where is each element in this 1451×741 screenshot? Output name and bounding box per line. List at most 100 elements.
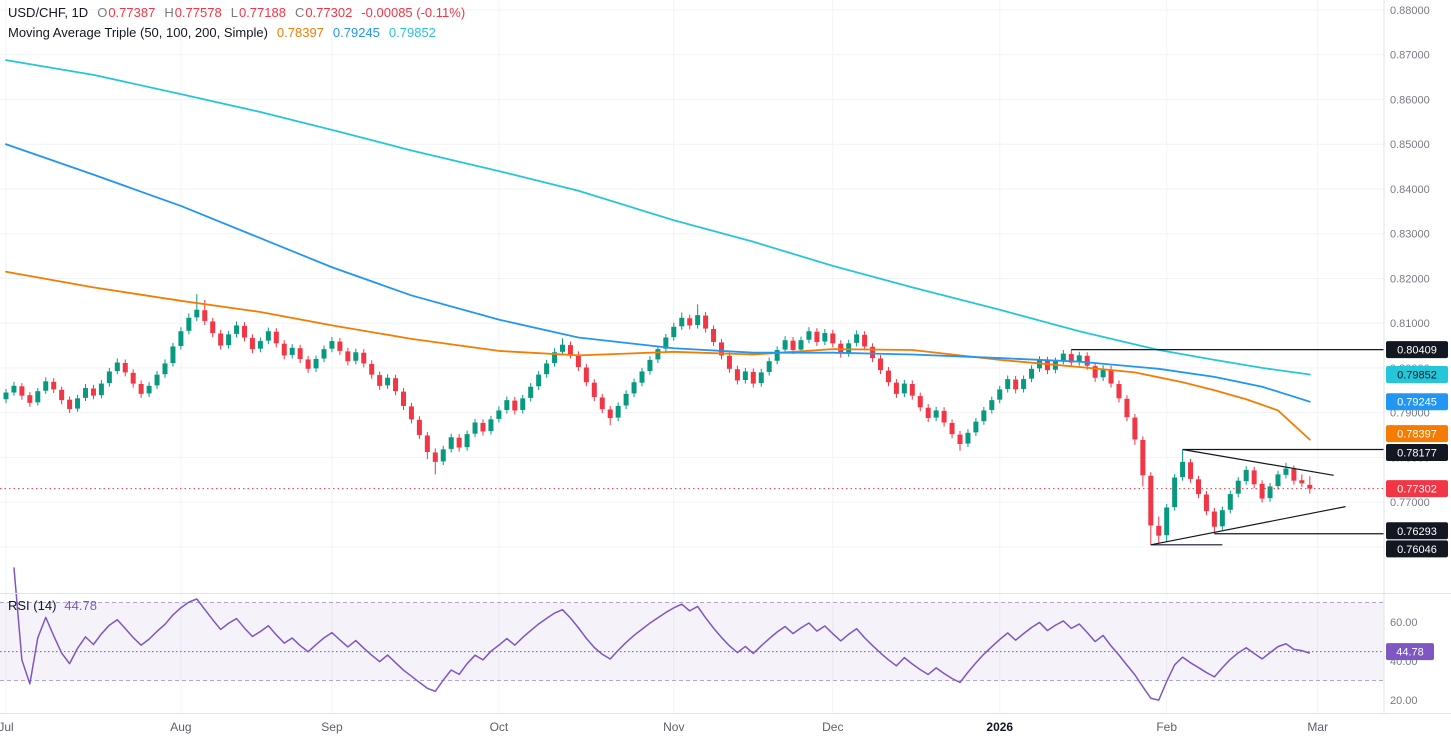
candle-body bbox=[607, 409, 613, 419]
candle-body bbox=[1203, 494, 1209, 512]
candle-body bbox=[242, 325, 247, 338]
candle-body bbox=[567, 345, 573, 355]
ma-indicator-title[interactable]: Moving Average Triple (50, 100, 200, Sim… bbox=[8, 25, 268, 40]
candle-body bbox=[822, 333, 828, 342]
ma200-line bbox=[5, 59, 1311, 376]
candle-body bbox=[408, 406, 414, 420]
price-badge-text: 0.78397 bbox=[1397, 429, 1437, 441]
price-badge-text: 0.79245 bbox=[1397, 397, 1437, 409]
rsi-value: 44.78 bbox=[64, 598, 97, 613]
candle-body bbox=[949, 422, 955, 435]
candle-body bbox=[1172, 477, 1178, 508]
candle-body bbox=[957, 434, 963, 444]
candle-body bbox=[1108, 369, 1114, 384]
price-badge-text: 0.77302 bbox=[1397, 484, 1437, 496]
candle-body bbox=[885, 370, 891, 383]
ohlc-high: H 0.77578 bbox=[164, 5, 222, 20]
candle-body bbox=[711, 328, 717, 342]
price-badge bbox=[1386, 341, 1448, 359]
candle-body bbox=[345, 351, 351, 362]
price-badge-text: 0.80409 bbox=[1397, 345, 1437, 357]
candle-body bbox=[1092, 366, 1098, 378]
candle-body bbox=[313, 358, 319, 369]
candle-body bbox=[1116, 384, 1122, 399]
price-tick-label: 0.81000 bbox=[1390, 318, 1430, 330]
symbol-legend-row: USD/CHF, 1D O 0.77387 H 0.77578 L 0.77188 C… bbox=[8, 5, 465, 20]
candle-body bbox=[130, 372, 136, 384]
candle-body bbox=[893, 382, 899, 394]
candle-body bbox=[83, 388, 88, 398]
candle-body bbox=[51, 381, 57, 390]
candle-body bbox=[1021, 379, 1027, 389]
candle-body bbox=[1148, 475, 1154, 526]
candle-body bbox=[162, 363, 168, 375]
price-tick-label: 0.88000 bbox=[1390, 5, 1430, 17]
candle-body bbox=[472, 422, 478, 434]
candle-body bbox=[1013, 379, 1019, 390]
rsi-badge bbox=[1386, 643, 1434, 661]
candle-body bbox=[19, 386, 25, 396]
price-badge bbox=[1386, 393, 1448, 411]
time-tick-label: Jul bbox=[0, 720, 14, 734]
candle-body bbox=[997, 389, 1003, 400]
candle-body bbox=[941, 410, 947, 423]
time-tick-label: 2026 bbox=[986, 720, 1013, 734]
ma50-value: 0.78397 bbox=[276, 25, 324, 40]
candle-body bbox=[520, 398, 526, 410]
candle-body bbox=[1180, 461, 1186, 478]
candle-body bbox=[1299, 480, 1305, 484]
price-badge bbox=[1386, 443, 1448, 461]
candle-body bbox=[488, 419, 494, 432]
time-tick-label: Oct bbox=[490, 720, 509, 734]
candle-body bbox=[1100, 368, 1106, 378]
candle-body bbox=[480, 422, 486, 432]
price-badge-text: 0.76046 bbox=[1397, 544, 1437, 556]
candle-body bbox=[846, 343, 852, 354]
candle-body bbox=[202, 310, 208, 321]
rsi-indicator-title[interactable]: RSI (14) bbox=[8, 598, 57, 613]
price-badge bbox=[1386, 522, 1448, 540]
candle-body bbox=[830, 333, 836, 344]
candle-body bbox=[369, 363, 375, 375]
time-tick-label: Aug bbox=[170, 720, 191, 734]
candle-body bbox=[814, 331, 820, 342]
candle-body bbox=[1076, 355, 1082, 363]
ma100-line bbox=[5, 143, 1311, 403]
candle-body bbox=[59, 389, 65, 401]
candle-body bbox=[512, 400, 518, 411]
candle-body bbox=[257, 341, 263, 349]
time-tick-label: Nov bbox=[663, 720, 684, 734]
candle-body bbox=[726, 355, 732, 369]
symbol-title[interactable]: USD/CHF, 1D bbox=[8, 5, 89, 20]
candle-body bbox=[806, 331, 812, 340]
candle-body bbox=[719, 342, 724, 356]
candle-body bbox=[43, 381, 49, 391]
trendline[interactable] bbox=[1182, 448, 1334, 476]
candle-body bbox=[583, 367, 589, 383]
candle-body bbox=[393, 378, 399, 392]
rsi-badge-text: 44.78 bbox=[1396, 647, 1424, 659]
trendline[interactable] bbox=[1150, 506, 1346, 546]
candle-body bbox=[703, 315, 709, 329]
candle-body bbox=[1291, 469, 1297, 481]
time-tick-label: Mar bbox=[1307, 720, 1328, 734]
candle-body bbox=[1084, 355, 1090, 366]
rsi-band bbox=[0, 602, 1384, 681]
candle-body bbox=[925, 407, 931, 419]
candle-body bbox=[758, 372, 764, 384]
candles bbox=[3, 294, 1313, 545]
candle-body bbox=[353, 352, 359, 361]
price-tick-label: 0.82000 bbox=[1390, 273, 1430, 285]
candle-body bbox=[639, 371, 645, 383]
legend-main: USD/CHF, 1D O 0.77387 H 0.77578 L 0.77188 C… bbox=[8, 5, 465, 40]
time-tick-label: Feb bbox=[1156, 720, 1177, 734]
candle-body bbox=[854, 334, 860, 343]
time-axis[interactable] bbox=[0, 714, 1451, 741]
candle-body bbox=[154, 374, 160, 386]
candle-body bbox=[734, 369, 740, 381]
price-badge bbox=[1386, 425, 1448, 443]
candle-body bbox=[329, 341, 335, 349]
candle-body bbox=[1068, 354, 1074, 363]
candle-body bbox=[989, 400, 995, 410]
